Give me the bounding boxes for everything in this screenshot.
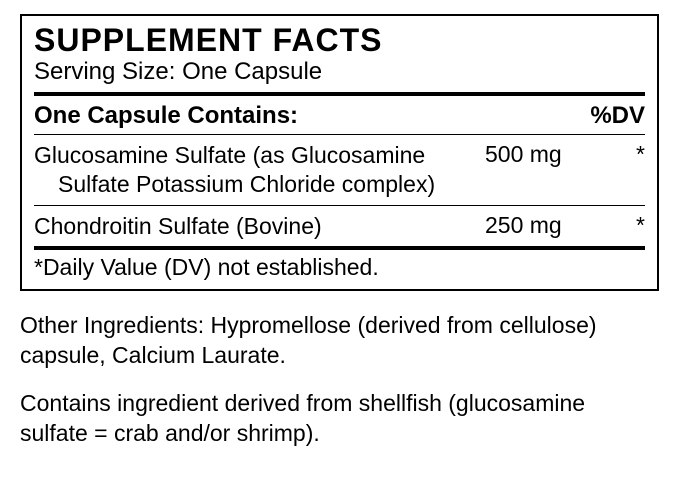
dv-label: %DV (590, 102, 645, 130)
ingredient-name-line2: Sulfate Potassium Chloride complex) (34, 170, 477, 199)
supplement-facts-panel: SUPPLEMENT FACTS Serving Size: One Capsu… (20, 14, 659, 291)
panel-title: SUPPLEMENT FACTS (34, 24, 645, 56)
ingredient-row: Glucosamine Sulfate (as Glucosamine Sulf… (34, 135, 645, 205)
header-row: One Capsule Contains: %DV (34, 96, 645, 134)
ingredient-pdv: * (615, 212, 645, 239)
ingredient-name: Glucosamine Sulfate (as Glucosamine Sulf… (34, 141, 485, 199)
ingredient-name: Chondroitin Sulfate (Bovine) (34, 212, 485, 241)
allergen-statement: Contains ingredient derived from shellfi… (20, 389, 659, 449)
serving-size: Serving Size: One Capsule (34, 58, 645, 92)
ingredient-name-line1: Glucosamine Sulfate (as Glucosamine (34, 142, 425, 168)
footnote: *Daily Value (DV) not established. (34, 250, 645, 281)
ingredient-row: Chondroitin Sulfate (Bovine) 250 mg * (34, 206, 645, 247)
ingredient-amount: 250 mg (485, 212, 615, 239)
contains-label: One Capsule Contains: (34, 102, 298, 130)
ingredient-amount: 500 mg (485, 141, 615, 168)
other-ingredients: Other Ingredients: Hypromellose (derived… (20, 311, 659, 371)
ingredient-name-line1: Chondroitin Sulfate (Bovine) (34, 213, 322, 239)
ingredient-pdv: * (615, 141, 645, 168)
